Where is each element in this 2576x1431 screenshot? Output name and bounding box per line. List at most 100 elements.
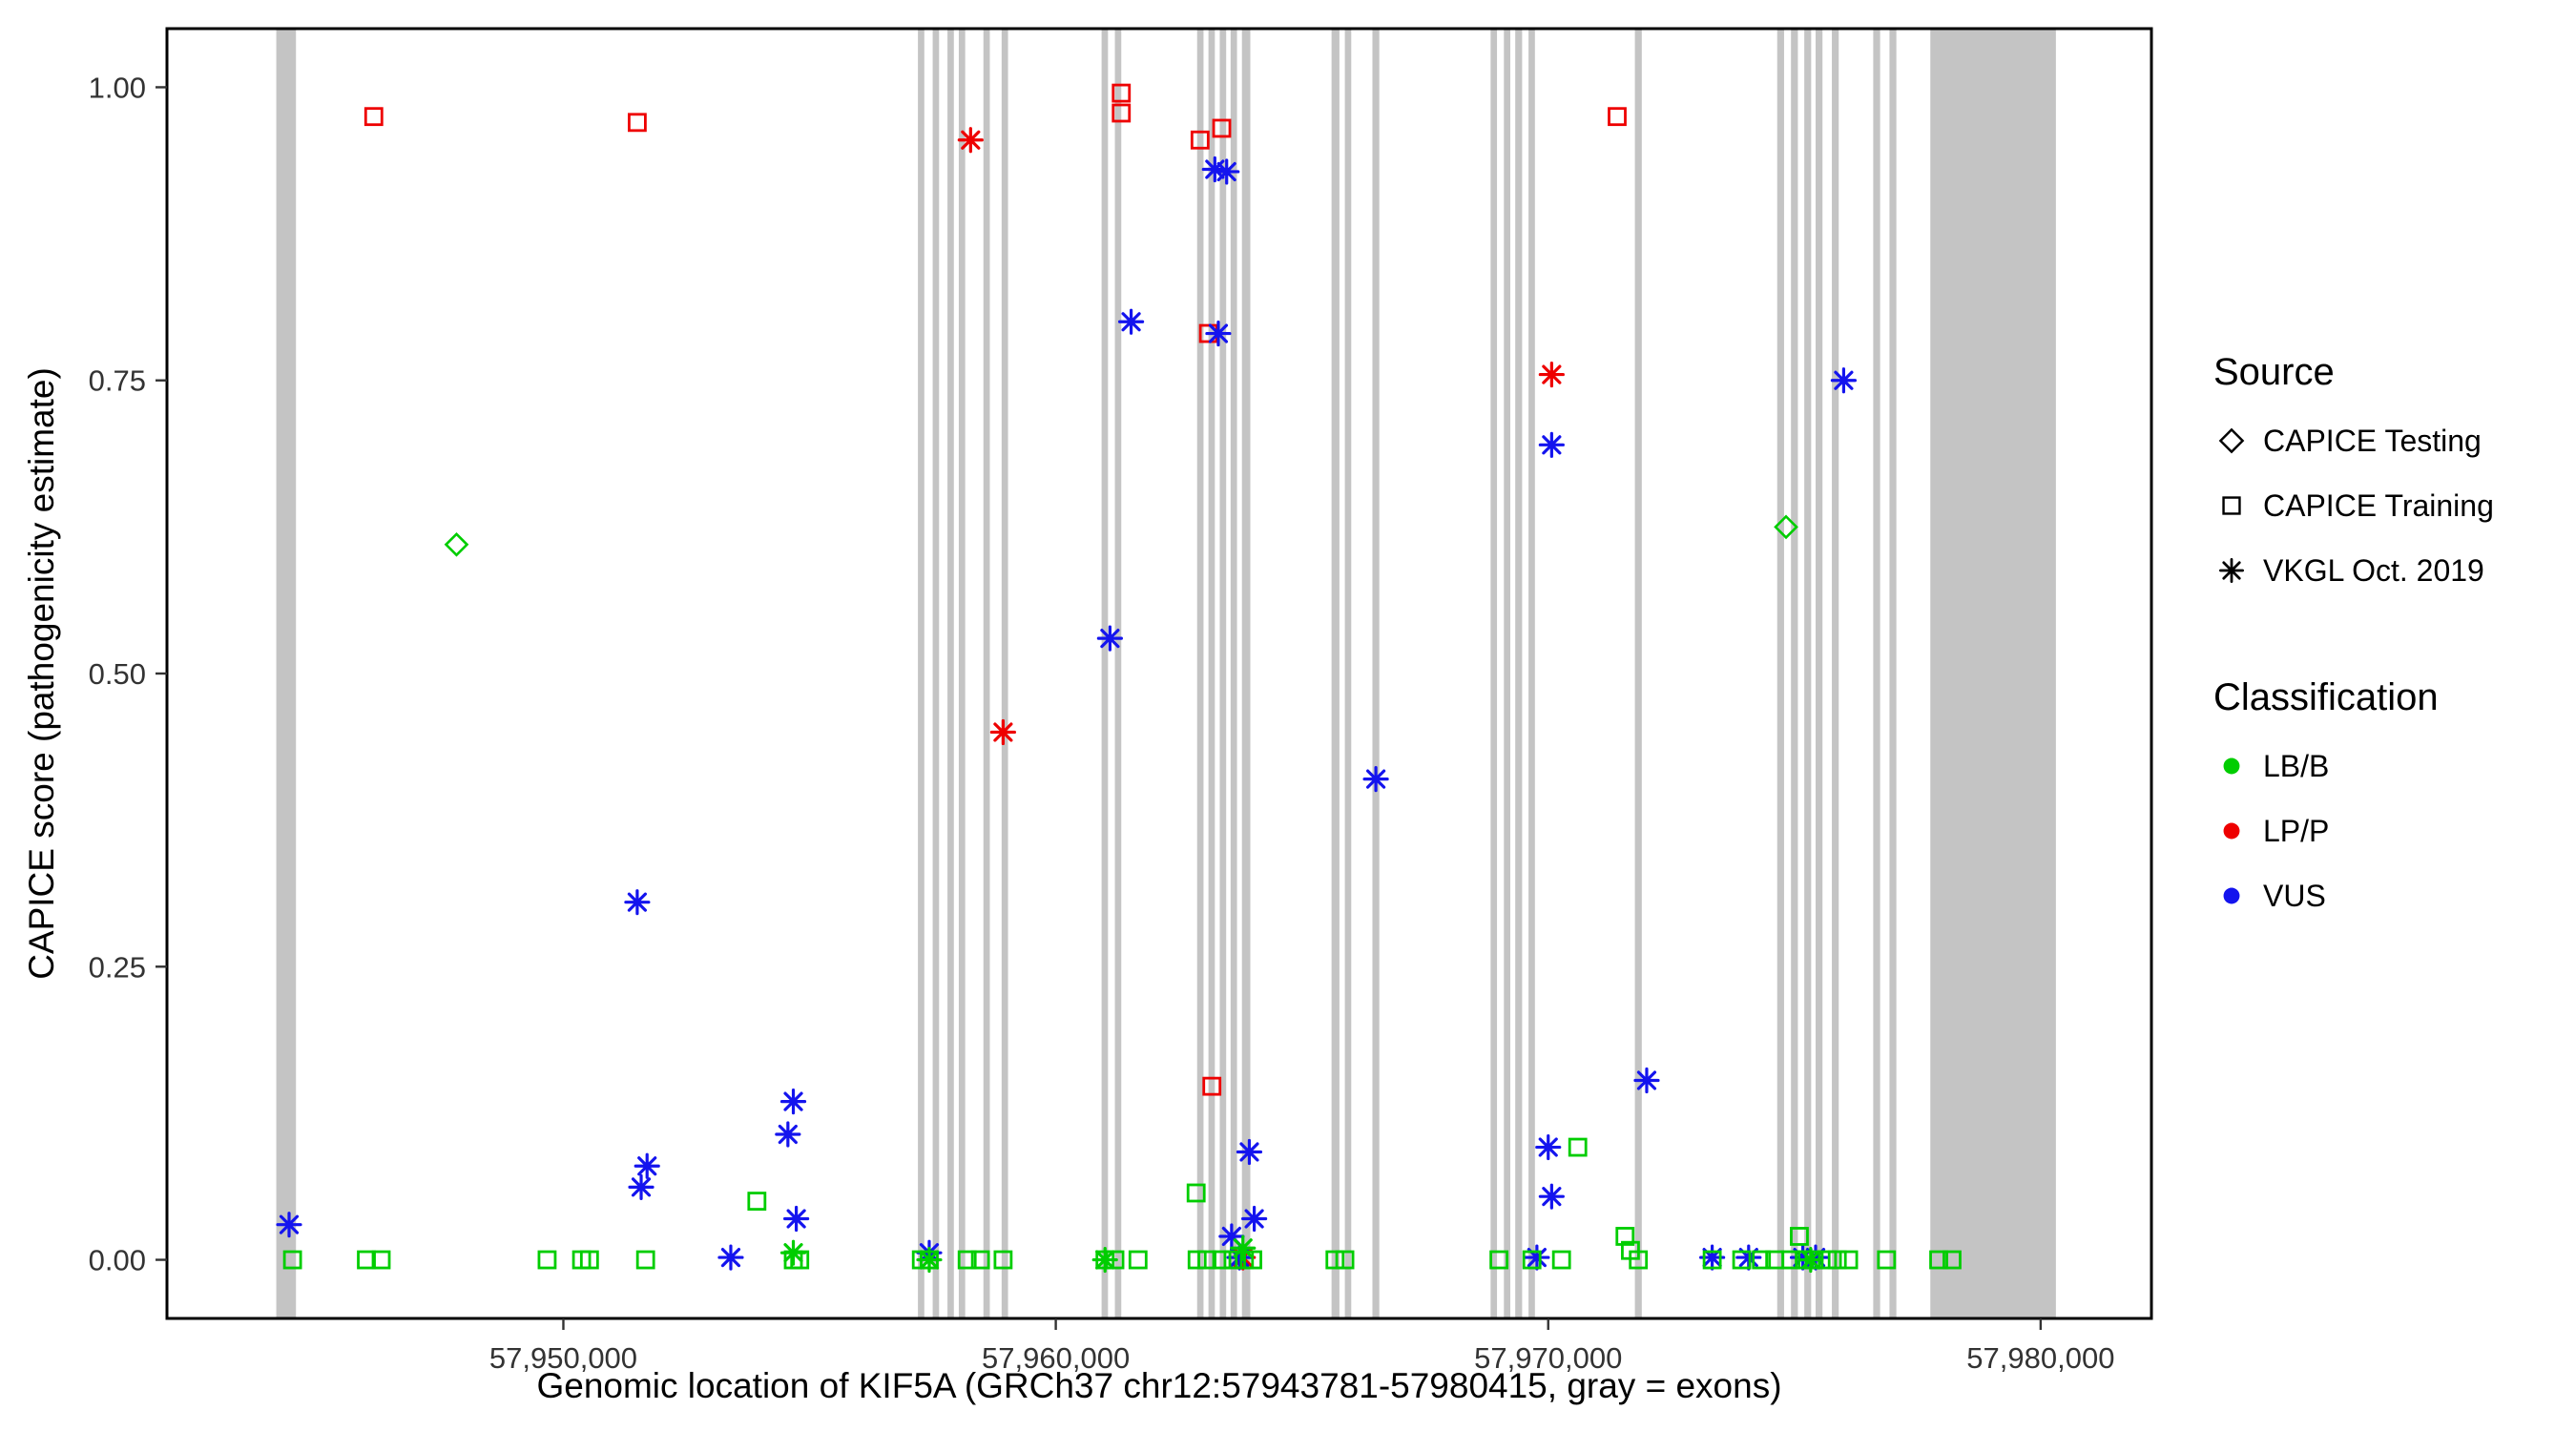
square-icon (2222, 496, 2241, 515)
legend-item-vus: VUS (2213, 878, 2566, 914)
data-point (779, 1239, 807, 1266)
data-point (1827, 1250, 1847, 1270)
data-point (1128, 1250, 1148, 1270)
data-point (1362, 766, 1389, 793)
blue-dot-icon (2223, 887, 2240, 904)
data-point (993, 1250, 1013, 1270)
data-point (1702, 1250, 1722, 1270)
data-point (1699, 1244, 1726, 1271)
data-point (1230, 1234, 1257, 1261)
legend-item-label: VUS (2263, 878, 2326, 913)
data-point (970, 1250, 990, 1270)
data-point (628, 1173, 654, 1200)
legend-item-capice-training: CAPICE Training (2213, 487, 2566, 524)
exon-bar (1791, 30, 1798, 1317)
data-point (1096, 625, 1123, 652)
data-point (1190, 130, 1210, 150)
exon-bar (958, 30, 966, 1317)
data-point (1489, 1250, 1509, 1270)
x-axis-label: Genomic location of KIF5A (GRCh37 chr12:… (536, 1366, 1782, 1405)
green-dot-icon (2223, 757, 2240, 775)
data-point (537, 1250, 557, 1270)
panel-border (165, 27, 2153, 1320)
data-point (1214, 158, 1240, 185)
legend-classification-title: Classification (2213, 676, 2439, 718)
data-point (579, 1250, 599, 1270)
legend-item-vkgl: VKGL Oct. 2019 (2213, 552, 2566, 589)
data-point (371, 1250, 391, 1270)
legend-item-label: CAPICE Training (2263, 487, 2494, 523)
data-point (1218, 1223, 1245, 1250)
exon-bar (1230, 30, 1237, 1317)
exon-bar (1219, 30, 1227, 1317)
exon-bar (1208, 30, 1215, 1317)
data-point (1226, 1244, 1253, 1271)
diamond-icon (2218, 427, 2245, 454)
x-tick-label: 57,960,000 (982, 1341, 1130, 1375)
data-point (1223, 1250, 1243, 1270)
exon-bar (918, 30, 924, 1317)
exon-bar (1490, 30, 1498, 1317)
data-point (444, 531, 469, 557)
exon-bar (1873, 30, 1880, 1317)
exon-bar (947, 30, 954, 1317)
red-dot-icon (2223, 822, 2240, 840)
data-point (1633, 1067, 1660, 1094)
y-tick-label: 0.50 (89, 657, 146, 691)
data-point (1091, 1246, 1118, 1274)
data-point (989, 718, 1016, 746)
exon-bar (1832, 30, 1839, 1317)
data-point (1236, 1138, 1263, 1166)
data-point (747, 1192, 767, 1211)
data-point (1202, 1076, 1222, 1096)
data-point (1608, 107, 1627, 127)
data-point (1797, 1246, 1824, 1274)
data-point (717, 1244, 744, 1271)
data-point (282, 1250, 302, 1270)
data-point (1732, 1250, 1752, 1270)
data-point (916, 1246, 943, 1274)
data-point (1335, 1250, 1355, 1270)
data-point (1551, 1250, 1571, 1270)
y-tick-label: 0.25 (89, 950, 146, 984)
legend-item-label: LP/P (2263, 813, 2330, 848)
data-point (1186, 1183, 1206, 1203)
data-point (1942, 1250, 1962, 1270)
data-point (1535, 1133, 1562, 1161)
data-point (1325, 1250, 1345, 1270)
data-point (1790, 1227, 1809, 1246)
exon-bar (1776, 30, 1784, 1317)
data-point (635, 1250, 655, 1270)
data-point (1243, 1250, 1262, 1270)
data-point (1522, 1250, 1542, 1270)
data-point (1839, 1250, 1859, 1270)
data-point (1111, 83, 1132, 103)
data-point (1615, 1227, 1635, 1246)
data-point (1538, 1183, 1565, 1210)
exon-bar (1001, 30, 1008, 1317)
exon-bar (1528, 30, 1535, 1317)
exon-bar (1634, 30, 1642, 1317)
data-point (957, 127, 984, 154)
exon-bar (1816, 30, 1823, 1317)
data-point (1187, 1250, 1207, 1270)
exon-bar (1344, 30, 1352, 1317)
data-point (1111, 103, 1132, 123)
data-point (1201, 156, 1228, 183)
data-point (775, 1121, 801, 1148)
legend-item-label: LB/B (2263, 748, 2330, 783)
data-point (1830, 367, 1858, 394)
legend-item-label: CAPICE Testing (2263, 423, 2482, 458)
data-point (1752, 1250, 1772, 1270)
exon-bar (1114, 30, 1122, 1317)
data-point (1774, 514, 1798, 540)
asterisk-icon (2219, 558, 2244, 583)
legend-item-lbb: LB/B (2213, 748, 2566, 784)
data-point (783, 1205, 810, 1233)
exon-bar (1331, 30, 1340, 1317)
data-point (634, 1152, 660, 1179)
legend-source-title: Source (2213, 351, 2335, 393)
legend-item-capice-testing: CAPICE Testing (2213, 423, 2566, 459)
exon-bar (1504, 30, 1510, 1317)
